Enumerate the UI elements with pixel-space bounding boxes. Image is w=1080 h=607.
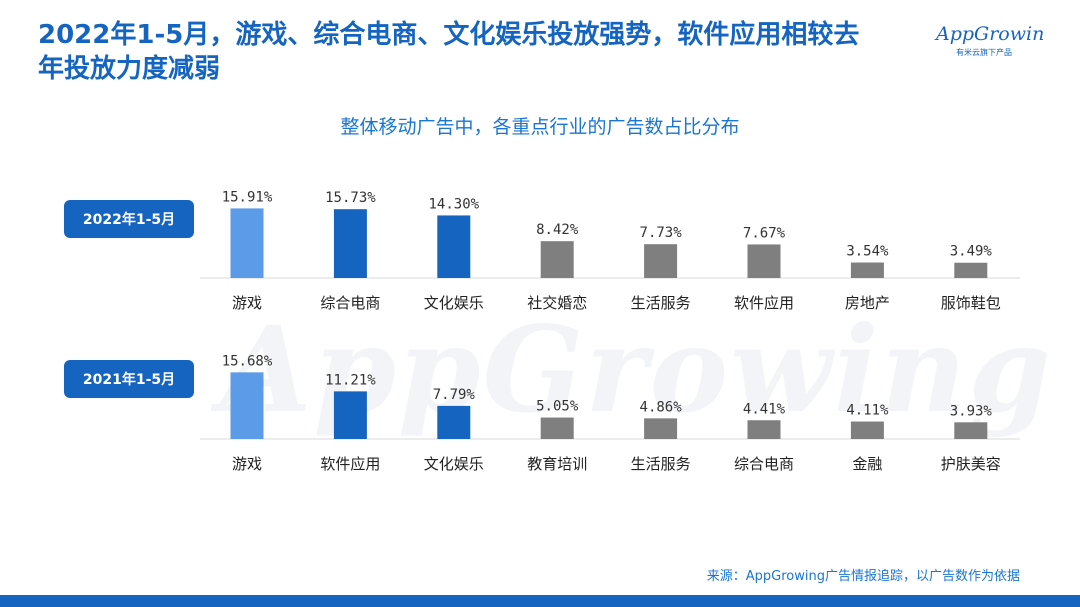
category-label: 文化娱乐 bbox=[424, 455, 484, 473]
bar-2022 bbox=[437, 215, 471, 278]
period-badge-2021: 2021年1-5月 bbox=[64, 360, 194, 398]
bar-2022 bbox=[644, 244, 678, 278]
data-label: 15.73% bbox=[325, 190, 376, 206]
category-label: 教育培训 bbox=[527, 455, 587, 473]
bar-2021 bbox=[850, 421, 884, 439]
data-label: 11.21% bbox=[325, 372, 376, 388]
category-label: 软件应用 bbox=[320, 455, 380, 473]
data-label: 15.91% bbox=[222, 189, 273, 205]
bar-2021 bbox=[644, 418, 678, 439]
data-label: 7.79% bbox=[433, 387, 476, 403]
bar-2022 bbox=[540, 241, 574, 278]
category-label: 文化娱乐 bbox=[424, 294, 484, 312]
category-label: 软件应用 bbox=[734, 294, 794, 312]
data-label: 3.93% bbox=[950, 403, 993, 419]
category-label: 游戏 bbox=[232, 455, 262, 473]
category-label: 游戏 bbox=[232, 294, 262, 312]
data-label: 5.05% bbox=[536, 399, 579, 415]
data-label: 3.49% bbox=[950, 244, 993, 260]
chart-title: 整体移动广告中，各重点行业的广告数占比分布 bbox=[340, 116, 740, 138]
data-label: 3.54% bbox=[846, 244, 889, 260]
bar-2022 bbox=[230, 208, 264, 278]
bar-2021 bbox=[437, 405, 471, 439]
category-label: 生活服务 bbox=[631, 455, 691, 473]
bar-2022 bbox=[333, 209, 367, 278]
category-label: 房地产 bbox=[845, 294, 890, 312]
logo-text: AppGrowing bbox=[934, 23, 1044, 45]
data-label: 7.67% bbox=[743, 225, 786, 241]
bottom-bar bbox=[0, 595, 1080, 607]
data-label: 8.42% bbox=[536, 222, 579, 238]
category-label: 护肤美容 bbox=[941, 455, 1001, 473]
category-label: 生活服务 bbox=[631, 294, 691, 312]
data-label: 4.41% bbox=[743, 401, 786, 417]
bar-2021 bbox=[954, 422, 988, 439]
logo-tagline: 有米云旗下产品 bbox=[956, 47, 1012, 57]
bar-2022 bbox=[954, 262, 988, 278]
category-label: 社交婚恋 bbox=[527, 294, 587, 312]
data-label: 4.11% bbox=[846, 403, 889, 419]
category-label: 金融 bbox=[852, 455, 882, 473]
category-label: 综合电商 bbox=[734, 455, 794, 473]
page-title: 2022年1-5月，游戏、综合电商、文化娱乐投放强势，软件应用相较去年投放力度减… bbox=[38, 20, 860, 84]
data-label: 15.68% bbox=[222, 353, 273, 369]
bar-2021 bbox=[747, 420, 781, 439]
category-label: 服饰鞋包 bbox=[941, 294, 1001, 312]
category-label: 综合电商 bbox=[320, 294, 380, 312]
data-label: 14.30% bbox=[429, 196, 480, 212]
data-label: 7.73% bbox=[640, 225, 683, 241]
period-badge-2022: 2022年1-5月 bbox=[64, 200, 194, 238]
appgrowing-logo: AppGrowing 有米云旗下产品 bbox=[934, 23, 1044, 57]
bar-2021 bbox=[333, 391, 367, 439]
bar-2021 bbox=[230, 372, 264, 439]
bar-2022 bbox=[850, 262, 884, 278]
source-note: 来源：AppGrowing广告情报追踪，以广告数作为依据 bbox=[706, 569, 1020, 584]
data-label: 4.86% bbox=[640, 399, 683, 415]
bar-2022 bbox=[747, 244, 781, 278]
bar-2021 bbox=[540, 417, 574, 439]
